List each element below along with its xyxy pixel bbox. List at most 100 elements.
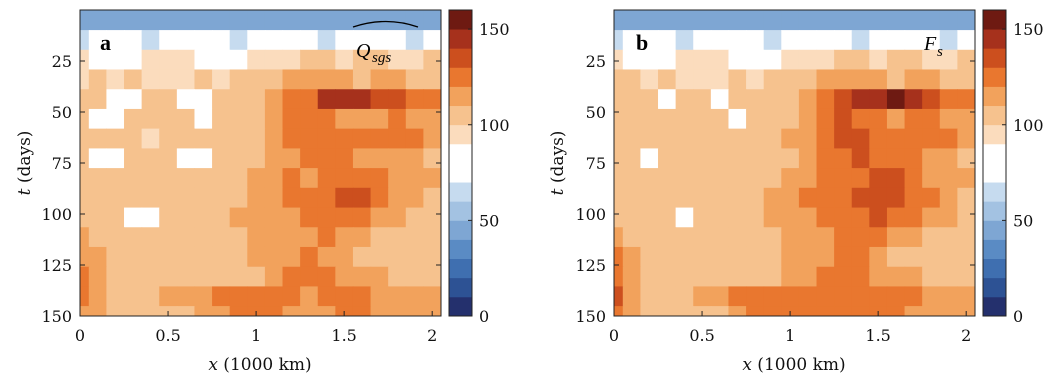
heatmap-cell: [405, 69, 424, 90]
heatmap-cell: [781, 128, 800, 150]
x-ticks-a: 0 0.5 1 1.5 2: [75, 311, 437, 345]
heatmap-cell: [88, 168, 108, 189]
heatmap-cell: [658, 227, 677, 248]
heatmap-cell: [388, 246, 407, 268]
heatmap-cell: [622, 89, 642, 110]
heatmap-cell: [282, 148, 301, 169]
heatmap-cell: [904, 207, 923, 228]
y-tick-label: 25: [52, 52, 72, 71]
heatmap-cell: [658, 266, 677, 288]
heatmap-cell: [264, 30, 284, 51]
heatmap-cell: [957, 286, 975, 307]
heatmap-cell: [728, 69, 747, 90]
heatmap-cell: [80, 227, 90, 248]
heatmap-cell: [229, 227, 248, 248]
heatmap-cell: [317, 306, 336, 316]
heatmap-cell: [728, 108, 747, 130]
heatmap-cell: [335, 266, 354, 288]
heatmap-cell: [247, 286, 266, 307]
heatmap-cell: [176, 187, 196, 209]
heatmap-cell: [352, 207, 372, 228]
heatmap-cell: [423, 227, 441, 248]
heatmap-cell: [247, 89, 266, 110]
heatmap-cell: [388, 227, 407, 248]
heatmap-cell: [658, 108, 677, 130]
heatmap-cell: [194, 69, 213, 90]
heatmap-cell: [922, 49, 941, 71]
heatmap-cell: [317, 286, 336, 307]
heatmap-cell: [159, 246, 178, 268]
x-tick-label: 1: [785, 326, 795, 345]
heatmap-cell: [922, 148, 941, 169]
heatmap-cell: [88, 207, 108, 228]
heatmap-cell: [886, 89, 906, 110]
x-axis-label-b: x (1000 km): [742, 355, 845, 375]
heatmap-cell: [106, 246, 125, 268]
heatmap-cell: [658, 30, 677, 51]
heatmap-cell: [370, 286, 389, 307]
heatmap-cell: [423, 246, 441, 268]
heatmap-cell: [264, 108, 284, 130]
heatmap-cell: [798, 128, 818, 150]
heatmap-cell: [622, 108, 642, 130]
heatmap-cell: [229, 128, 248, 150]
panel-label-b: b: [636, 30, 648, 55]
heatmap-cell: [388, 69, 407, 90]
heatmap-cell: [80, 286, 90, 307]
heatmap-cell: [212, 207, 231, 228]
heatmap-cell: [658, 306, 677, 316]
heatmap-cell: [300, 246, 319, 268]
heatmap-cell: [675, 108, 694, 130]
heatmap-cell: [282, 306, 301, 316]
heatmap-cell: [614, 148, 624, 169]
heatmap-cell: [622, 187, 642, 209]
heatmap-cell: [710, 168, 730, 189]
y-tick-label: 100: [575, 205, 606, 224]
heatmap-cell: [80, 168, 90, 189]
heatmap-cell: [614, 10, 624, 31]
heatmap-cell: [728, 10, 747, 31]
heatmap-cell: [88, 266, 108, 288]
heatmap-cell: [798, 207, 818, 228]
heatmap-cell: [710, 30, 730, 51]
heatmap-cell: [886, 69, 906, 90]
heatmap-cell: [816, 227, 835, 248]
heatmap-cell: [834, 187, 853, 209]
heatmap-cell: [405, 89, 424, 110]
heatmap-cell: [212, 168, 231, 189]
heatmap-cell: [141, 128, 160, 150]
y-axis-var-b: t: [548, 188, 568, 195]
heatmap-cell: [922, 30, 941, 51]
heatmap-cell: [300, 286, 319, 307]
heatmap-cell: [693, 108, 712, 130]
heatmap-cell: [405, 306, 424, 316]
colorbar-swatch: [449, 239, 472, 260]
heatmap-cell: [886, 148, 906, 169]
heatmap-cell: [869, 69, 888, 90]
heatmap-cell: [141, 207, 160, 228]
heatmap-cell: [352, 246, 372, 268]
heatmap-cell: [352, 306, 372, 316]
heatmap-cell: [763, 128, 782, 150]
heatmap-cell: [675, 286, 694, 307]
heatmap-cell: [212, 187, 231, 209]
heatmap-cell: [247, 227, 266, 248]
colorbar-swatch: [983, 105, 1006, 126]
heatmap-cell: [869, 168, 888, 189]
heatmap-cell: [388, 128, 407, 150]
heatmap-cell: [370, 246, 389, 268]
colorbar-swatch: [983, 67, 1006, 87]
heatmap-cell: [816, 286, 835, 307]
heatmap-cell: [614, 286, 624, 307]
heatmap-cell: [159, 69, 178, 90]
panel-title-sub-b: s: [937, 44, 943, 60]
heatmap-cell: [194, 266, 213, 288]
heatmap-cell: [710, 49, 730, 71]
heatmap-cell: [781, 286, 800, 307]
heatmap-cell: [388, 89, 407, 110]
heatmap-cell: [405, 187, 424, 209]
heatmap-cell: [622, 30, 642, 51]
heatmap-cell: [904, 69, 923, 90]
heatmap-cell: [80, 89, 90, 110]
heatmap-cell: [229, 306, 248, 316]
